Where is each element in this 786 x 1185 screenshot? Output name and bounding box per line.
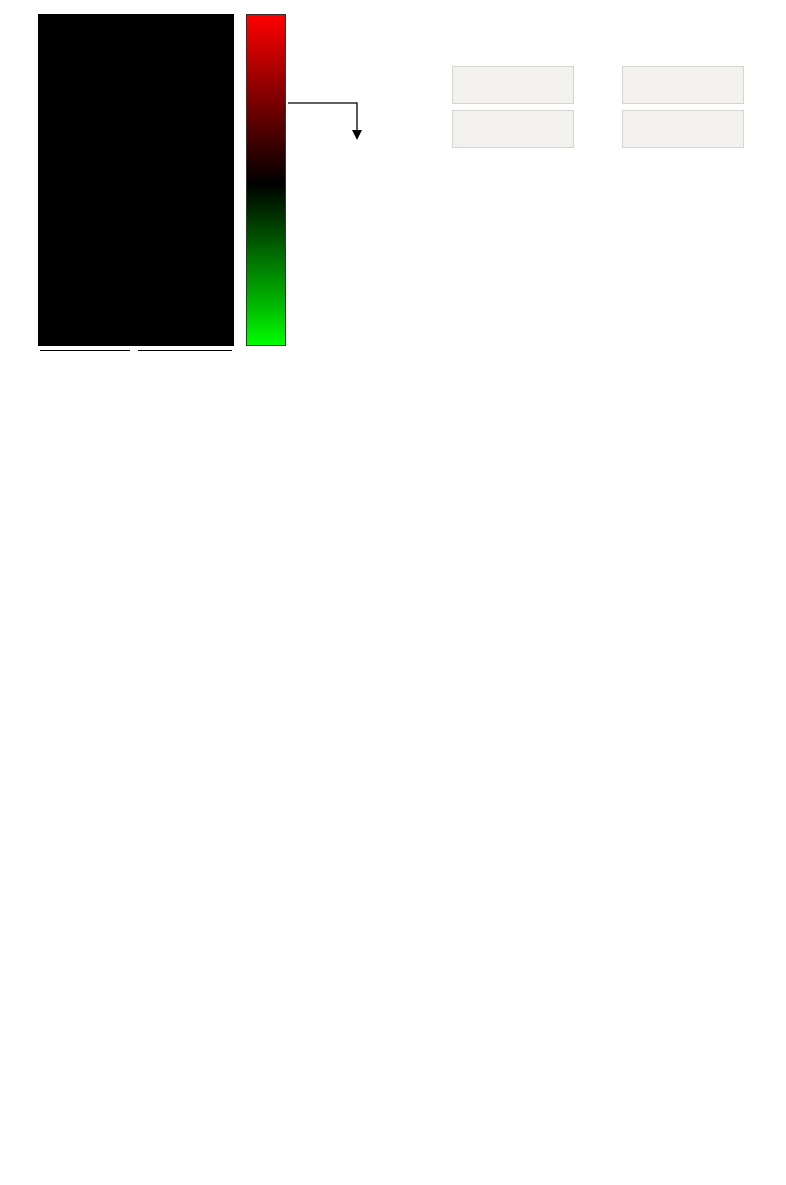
legend-marker-shigf2bp2 bbox=[528, 1004, 554, 1016]
group-label-ns bbox=[40, 350, 130, 353]
legend-marker-ns bbox=[528, 976, 554, 988]
runx2-pointer bbox=[288, 102, 362, 140]
bar-chart-tpc1-protein bbox=[598, 140, 786, 375]
chart-legend bbox=[528, 976, 561, 1032]
m6a-enrichment-bar-chart bbox=[598, 608, 786, 843]
heatmap-colorbar bbox=[246, 14, 286, 346]
mrna-decay-chart-k1 bbox=[12, 942, 268, 1182]
legend-item-shigf2bp2 bbox=[528, 1004, 561, 1016]
heatmap bbox=[38, 14, 234, 346]
group-label-shigf2bp2 bbox=[138, 350, 232, 353]
western-blot-tpc1-runx2 bbox=[622, 66, 744, 104]
bar-chart-k1-protein bbox=[408, 140, 588, 375]
pointer-line bbox=[288, 102, 358, 131]
western-blot-k1-gapdh bbox=[452, 110, 574, 148]
prediction-score-chart bbox=[20, 385, 776, 610]
arrowhead-icon bbox=[352, 130, 362, 140]
western-blot-k1-runx2 bbox=[452, 66, 574, 104]
western-blot-tpc1-gapdh bbox=[622, 110, 744, 148]
mrna-decay-chart-tpc1 bbox=[268, 942, 524, 1182]
luciferase-bar-chart bbox=[270, 612, 570, 947]
legend-item-ns bbox=[528, 976, 561, 988]
